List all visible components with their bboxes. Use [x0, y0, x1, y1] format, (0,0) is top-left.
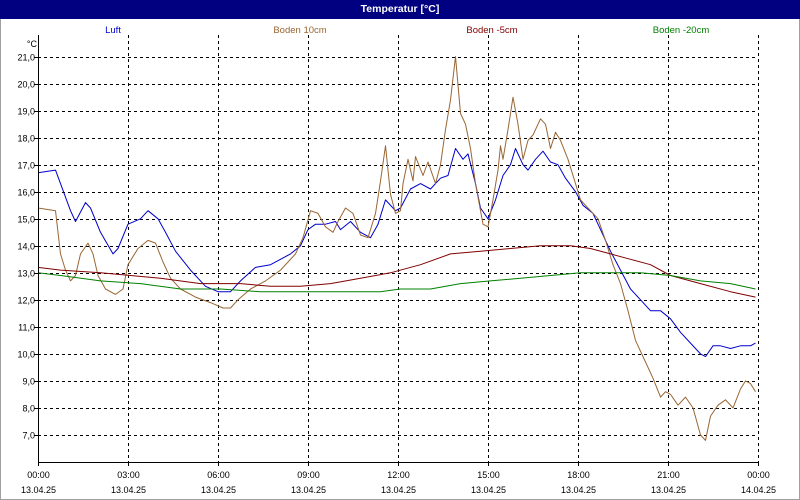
y-tick-label: 14,0 [17, 242, 35, 252]
legend-entry-boden-minus-5cm: Boden -5cm [466, 25, 517, 36]
y-tick-label: 7,0 [22, 431, 35, 441]
y-tick-label: 8,0 [22, 404, 35, 414]
y-tick-label: 13,0 [17, 269, 35, 279]
y-tick-label: 15,0 [17, 215, 35, 225]
series-line-boden-10cm [37, 56, 756, 441]
x-tick-time-label: 15:00 [477, 470, 500, 480]
x-tick-time-label: 06:00 [207, 470, 230, 480]
legend: Luft Boden 10cm Boden -5cm Boden -20cm [105, 25, 709, 36]
x-tick-date-label: 13.04.25 [21, 485, 56, 495]
x-tick-time-label: 12:00 [387, 470, 410, 480]
x-tick-date-label: 13.04.25 [471, 485, 506, 495]
x-tick-date-label: 13.04.25 [561, 485, 596, 495]
title-bar: Temperatur [°C] [0, 0, 800, 19]
x-tick-time-label: 18:00 [567, 470, 590, 480]
y-tick-label: 17,0 [17, 161, 35, 171]
x-tick-time-label: 00:00 [747, 470, 770, 480]
y-tick-label: 11,0 [18, 323, 35, 333]
legend-entry-boden-minus-20cm: Boden -20cm [653, 25, 710, 36]
series-line-boden-20cm [37, 272, 756, 293]
chart-title: Temperatur [°C] [360, 3, 440, 15]
y-tick-label: 10,0 [17, 350, 35, 360]
axes [34, 35, 759, 466]
x-tick-time-label: 03:00 [117, 470, 140, 480]
y-tick-label: 20,0 [17, 80, 35, 90]
y-tick-labels: 7,0 8,0 9,0 10,0 11,0 12,0 13,0 14,0 15,0 16,0 17,… [17, 53, 35, 441]
y-tick-label: 16,0 [17, 188, 35, 198]
x-tick-date-label: 13.04.25 [291, 485, 326, 495]
x-tick-date-label: 13.04.25 [651, 485, 686, 495]
y-tick-label: 12,0 [17, 296, 35, 306]
series-line-boden-5cm [37, 245, 756, 298]
x-tick-date-label: 14.04.25 [741, 485, 776, 495]
legend-entry-luft: Luft [105, 25, 121, 36]
x-tick-time-label: 09:00 [297, 470, 320, 480]
x-tick-date-label: 13.04.25 [381, 485, 416, 495]
x-tick-date-label: 13.04.25 [111, 485, 146, 495]
y-tick-label: 21,0 [17, 53, 35, 63]
y-tick-label: 9,0 [22, 377, 35, 387]
y-tick-label: 19,0 [17, 107, 35, 117]
x-tick-time-label: 00:00 [27, 470, 50, 480]
legend-entry-boden-10cm: Boden 10cm [273, 25, 326, 36]
grid-lines [38, 35, 759, 462]
y-tick-label: 18,0 [17, 134, 35, 144]
x-tick-labels: 00:00 13.04.25 03:00 13.04.25 06:00 13.04.25 0… [21, 470, 776, 495]
series-lines [37, 56, 756, 441]
y-axis-unit-label: °C [27, 39, 38, 49]
x-tick-date-label: 13.04.25 [201, 485, 236, 495]
x-tick-time-label: 21:00 [657, 470, 680, 480]
